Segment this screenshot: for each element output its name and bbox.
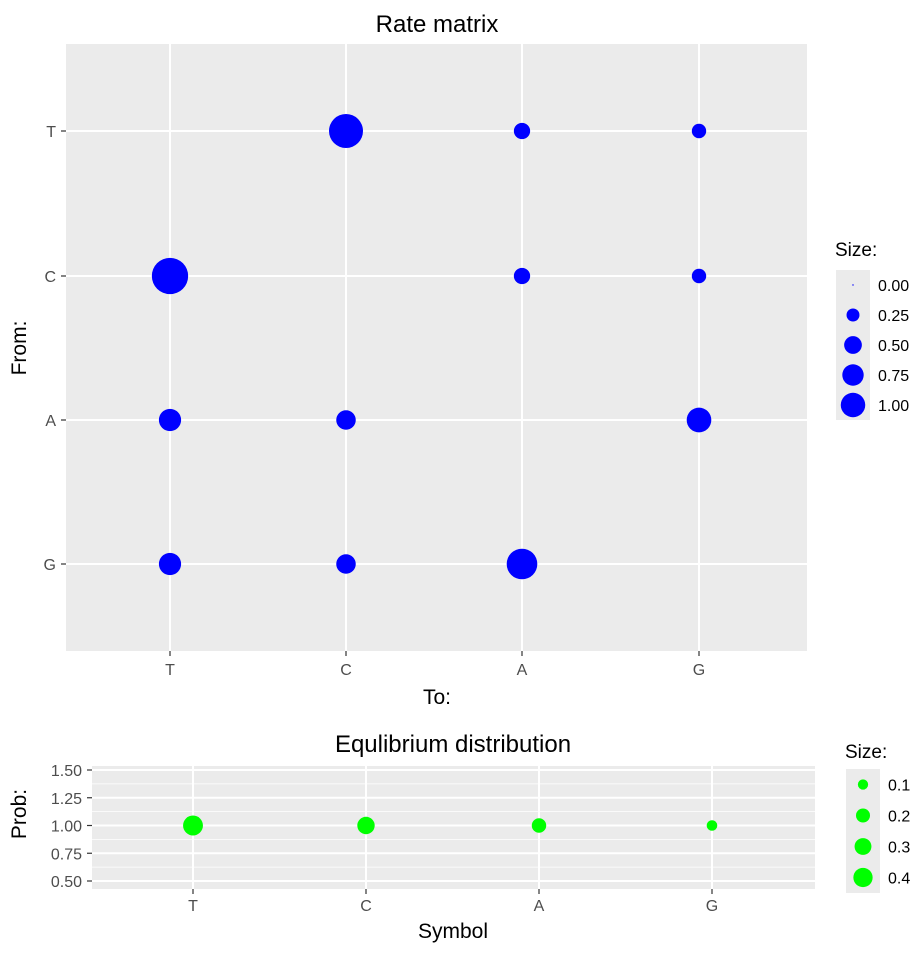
- equilibrium-panel: 0.50 0.75 1.00 1.25 1.50 T C A G: [51, 763, 815, 915]
- equilibrium-y-tick-label: 0.50: [51, 874, 82, 891]
- equilibrium-legend: Size: 0.1 0.2 0.3 0.4: [845, 742, 910, 893]
- rate-matrix-legend-swatch: [840, 392, 866, 418]
- rate-matrix-legend-label: 0.25: [878, 308, 909, 325]
- rate-matrix-point: [158, 552, 182, 576]
- equilibrium-y-tick-label: 1.25: [51, 791, 82, 808]
- rate-matrix-legend-swatch: [852, 284, 854, 286]
- rate-matrix-y-tick-label: G: [44, 557, 56, 574]
- rate-matrix-x-tick-label: C: [340, 662, 352, 679]
- rate-matrix-point: [336, 410, 356, 430]
- rate-matrix-y-axis-title: From:: [8, 321, 31, 376]
- equilibrium-legend-label: 0.1: [888, 778, 910, 795]
- equilibrium-point: [183, 815, 203, 836]
- rate-matrix-legend-label: 0.00: [878, 278, 909, 295]
- equilibrium-x-tick-label: G: [706, 898, 718, 915]
- rate-matrix-legend-label: 1.00: [878, 398, 909, 415]
- equilibrium-point: [706, 820, 718, 831]
- rate-matrix-point: [691, 268, 707, 284]
- equilibrium-point: [357, 816, 375, 835]
- rate-matrix-y-tick-label: A: [45, 413, 56, 430]
- equilibrium-y-axis-title: Prob:: [8, 789, 31, 839]
- rate-matrix-point: [151, 257, 189, 295]
- equilibrium-x-tick-label: A: [534, 898, 545, 915]
- equilibrium-legend-label: 0.2: [888, 809, 910, 826]
- rate-matrix-legend-swatch: [842, 364, 864, 386]
- equilibrium-x-tick-label: T: [188, 898, 198, 915]
- rate-matrix-legend-label: 0.50: [878, 338, 909, 355]
- rate-matrix-point: [686, 407, 712, 433]
- equilibrium-legend-label: 0.4: [888, 871, 910, 888]
- rate-matrix-legend-title: Size:: [835, 240, 877, 261]
- rate-matrix-point: [513, 267, 531, 285]
- rate-matrix-title: Rate matrix: [376, 11, 499, 38]
- equilibrium-title: Equlibrium distribution: [335, 731, 571, 758]
- rate-matrix-y-tick-label: C: [44, 269, 56, 286]
- rate-matrix-point: [513, 122, 531, 140]
- rate-matrix-point: [336, 554, 356, 574]
- equilibrium-panel-bg: [92, 766, 815, 889]
- equilibrium-y-tick-label: 0.75: [51, 846, 82, 863]
- rate-matrix-legend: Size: 0.00 0.25 0.50 0.75 1.00: [835, 240, 909, 420]
- equilibrium-legend-title: Size:: [845, 742, 887, 763]
- equilibrium-legend-swatch: [853, 867, 873, 888]
- rate-matrix-legend-swatch: [844, 336, 862, 354]
- rate-matrix-point: [691, 123, 707, 139]
- equilibrium-x-axis-title: Symbol: [418, 920, 488, 943]
- equilibrium-point: [531, 818, 547, 833]
- rate-matrix-x-tick-label: A: [517, 662, 528, 679]
- rate-matrix-y-tick-label: T: [46, 124, 56, 141]
- equilibrium-legend-swatch: [857, 779, 869, 790]
- rate-matrix-x-axis-title: To:: [423, 686, 451, 709]
- rate-matrix-legend-label: 0.75: [878, 368, 909, 385]
- rate-matrix-panel: T C A G T C A G: [44, 44, 807, 679]
- equilibrium-legend-swatch: [854, 838, 872, 855]
- rate-matrix-panel-bg: [66, 44, 807, 651]
- rate-matrix-point: [329, 114, 363, 148]
- equilibrium-x-tick-label: C: [360, 898, 372, 915]
- rate-matrix-x-tick-label: G: [693, 662, 705, 679]
- equilibrium-legend-swatch: [856, 808, 870, 823]
- rate-matrix-x-tick-label: T: [165, 662, 175, 679]
- rate-matrix-point: [506, 548, 538, 580]
- rate-matrix-legend-swatch: [846, 308, 860, 322]
- equilibrium-legend-label: 0.3: [888, 840, 910, 857]
- rate-matrix-point: [158, 408, 182, 432]
- equilibrium-y-tick-label: 1.50: [51, 763, 82, 780]
- equilibrium-y-tick-label: 1.00: [51, 819, 82, 836]
